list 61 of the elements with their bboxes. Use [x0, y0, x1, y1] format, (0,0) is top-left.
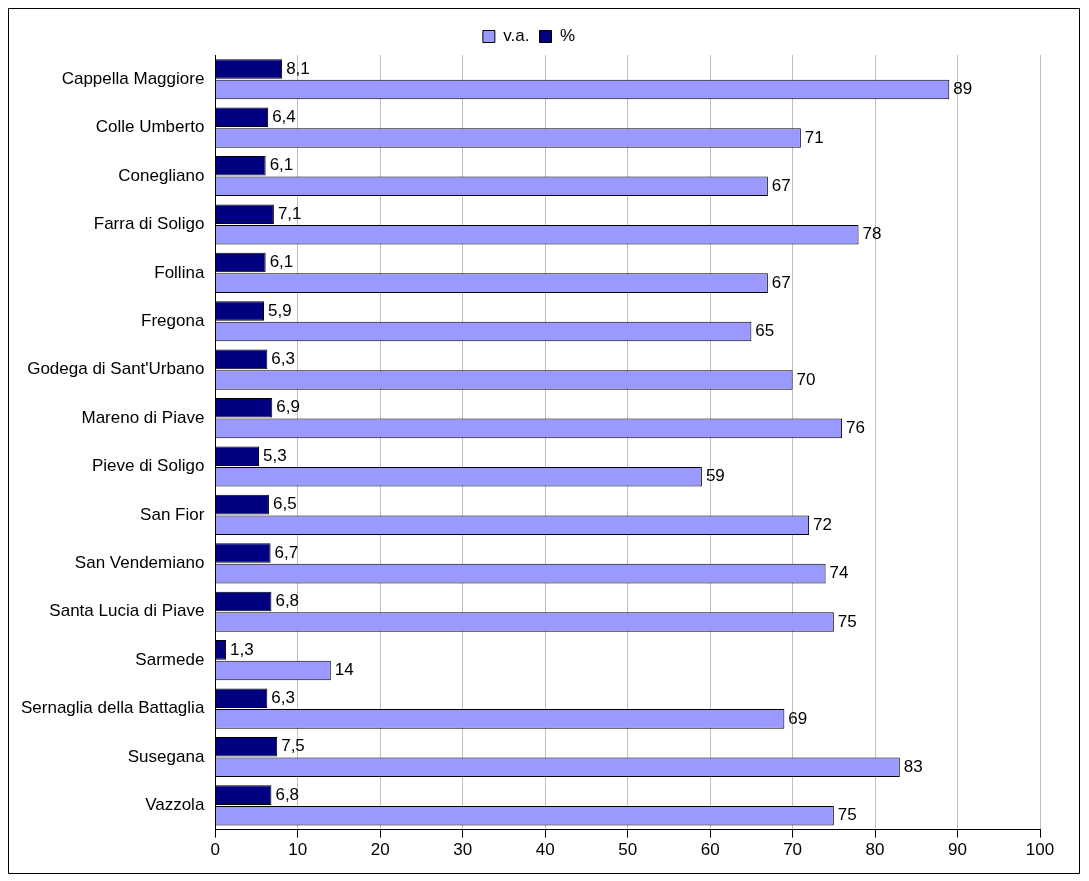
y-tick-label: Pieve di Soligo: [91, 456, 205, 476]
x-tick-label: 90: [948, 840, 967, 860]
legend-label: %: [560, 26, 576, 46]
y-tick-label: Mareno di Piave: [81, 407, 205, 427]
data-label: 72: [813, 514, 833, 534]
data-label: 76: [846, 418, 866, 438]
data-label: 7,1: [277, 203, 302, 223]
data-label: 65: [755, 321, 775, 341]
y-tick-label: Follina: [154, 262, 205, 282]
x-tick-label: 30: [453, 840, 473, 860]
x-tick-label: 60: [700, 840, 720, 860]
data-label: 5,9: [268, 300, 292, 320]
y-tick-label: Sernaglia della Battaglia: [20, 698, 205, 718]
data-label: 6,9: [276, 397, 300, 417]
data-label: 7,5: [281, 736, 305, 756]
y-tick-label: Fregona: [141, 310, 205, 330]
y-tick-label: Godega di Sant'Urbano: [27, 359, 205, 379]
legend-label: v.a.: [503, 26, 530, 46]
data-label: 6,5: [272, 494, 297, 514]
y-tick-label: San Vendemiano: [74, 553, 205, 573]
y-tick-label: Susegana: [127, 746, 205, 766]
data-label: 5,3: [263, 445, 287, 465]
data-label: 14: [334, 660, 354, 680]
data-label: 6,8: [275, 784, 300, 804]
data-label: 6,4: [272, 107, 296, 127]
x-tick-label: 100: [1025, 840, 1055, 860]
y-tick-label: Sarmede: [135, 649, 205, 669]
y-tick-label: Cappella Maggiore: [61, 68, 205, 88]
data-label: 67: [771, 176, 791, 196]
x-tick-label: 0: [210, 840, 221, 860]
data-label: 74: [829, 563, 849, 583]
data-label: 67: [771, 272, 791, 292]
data-label: 6,1: [269, 252, 294, 272]
x-tick-label: 70: [783, 840, 803, 860]
x-tick-label: 10: [288, 840, 308, 860]
data-label: 78: [862, 224, 882, 244]
data-label: 6,7: [274, 542, 299, 562]
x-tick-label: 50: [618, 840, 638, 860]
data-label: 75: [837, 611, 857, 631]
x-tick-label: 80: [865, 840, 885, 860]
data-label: 6,3: [271, 687, 295, 707]
y-tick-label: Santa Lucia di Piave: [49, 601, 205, 621]
data-label: 71: [804, 127, 824, 147]
y-tick-label: San Fior: [140, 504, 205, 524]
data-label: 6,1: [269, 155, 294, 175]
data-label: 70: [796, 369, 816, 389]
data-label: 69: [788, 708, 808, 728]
data-label: 6,3: [271, 349, 295, 369]
data-label: 1,3: [230, 639, 254, 659]
y-tick-label: Conegliano: [118, 165, 205, 185]
x-tick-label: 20: [370, 840, 390, 860]
y-tick-label: Vazzola: [145, 795, 205, 815]
y-tick-label: Farra di Soligo: [93, 214, 205, 234]
x-tick-label: 40: [535, 840, 555, 860]
data-label: 83: [903, 756, 923, 776]
data-label: 89: [953, 79, 973, 99]
data-label: 59: [705, 466, 725, 486]
data-label: 75: [837, 805, 857, 825]
data-label: 6,8: [275, 591, 300, 611]
data-label: 8,1: [286, 58, 310, 78]
y-tick-label: Colle Umberto: [95, 117, 205, 137]
